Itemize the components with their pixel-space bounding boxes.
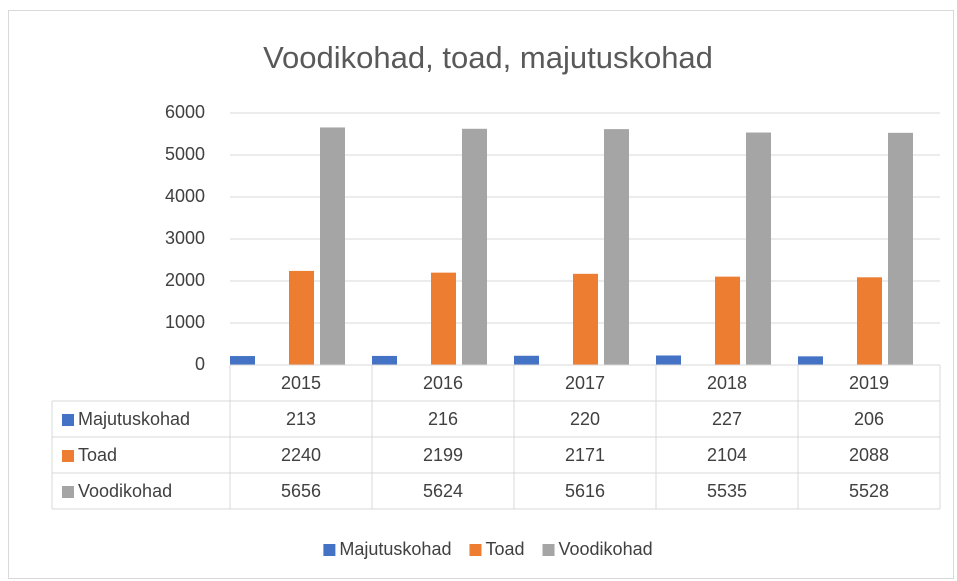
table-cell: 206 xyxy=(854,409,884,429)
table-cell: 220 xyxy=(570,409,600,429)
y-tick-label: 0 xyxy=(195,354,205,374)
legend-label: Voodikohad xyxy=(559,539,653,559)
table-legend-key xyxy=(62,486,74,498)
table-cell: 216 xyxy=(428,409,458,429)
table-legend-key xyxy=(62,450,74,462)
legend-key xyxy=(323,544,336,556)
table-row-label: Voodikohad xyxy=(78,481,172,501)
bar xyxy=(514,355,539,365)
y-tick-label: 3000 xyxy=(165,228,205,248)
x-tick-label: 2015 xyxy=(281,373,321,393)
y-tick-label: 4000 xyxy=(165,186,205,206)
bar xyxy=(573,273,598,365)
bar xyxy=(857,277,882,365)
y-tick-label: 1000 xyxy=(165,312,205,332)
y-tick-label: 5000 xyxy=(165,144,205,164)
table-row-label: Toad xyxy=(78,445,117,465)
x-tick-label: 2019 xyxy=(849,373,889,393)
table-legend-key xyxy=(62,414,74,426)
table-row-label: Majutuskohad xyxy=(78,409,190,429)
x-tick-label: 2016 xyxy=(423,373,463,393)
table-cell: 5656 xyxy=(281,481,321,501)
bar xyxy=(715,276,740,365)
legend-label: Toad xyxy=(485,539,524,559)
legend-label: Majutuskohad xyxy=(339,539,451,559)
bar xyxy=(656,355,681,365)
x-tick-label: 2018 xyxy=(707,373,747,393)
table-cell: 227 xyxy=(712,409,742,429)
table-cell: 5528 xyxy=(849,481,889,501)
y-tick-label: 6000 xyxy=(165,102,205,122)
chart-title: Voodikohad, toad, majutuskohad xyxy=(263,40,713,75)
table-cell: 5616 xyxy=(565,481,605,501)
bar xyxy=(798,356,823,365)
table-cell: 2240 xyxy=(281,445,321,465)
bar xyxy=(320,127,345,365)
table-cell: 2199 xyxy=(423,445,463,465)
table-cell: 5535 xyxy=(707,481,747,501)
table-cell: 5624 xyxy=(423,481,463,501)
table-cell: 2088 xyxy=(849,445,889,465)
legend-key xyxy=(542,544,555,556)
bar xyxy=(372,355,397,365)
bar xyxy=(604,129,629,365)
bar xyxy=(888,132,913,365)
y-tick-label: 2000 xyxy=(165,270,205,290)
x-tick-label: 2017 xyxy=(565,373,605,393)
bar xyxy=(746,132,771,365)
table-cell: 2171 xyxy=(565,445,605,465)
legend-key xyxy=(469,544,482,556)
bar xyxy=(230,356,255,365)
table-cell: 2104 xyxy=(707,445,747,465)
bar xyxy=(289,270,314,365)
table-cell: 213 xyxy=(286,409,316,429)
bar xyxy=(431,272,456,365)
bar xyxy=(462,128,487,365)
